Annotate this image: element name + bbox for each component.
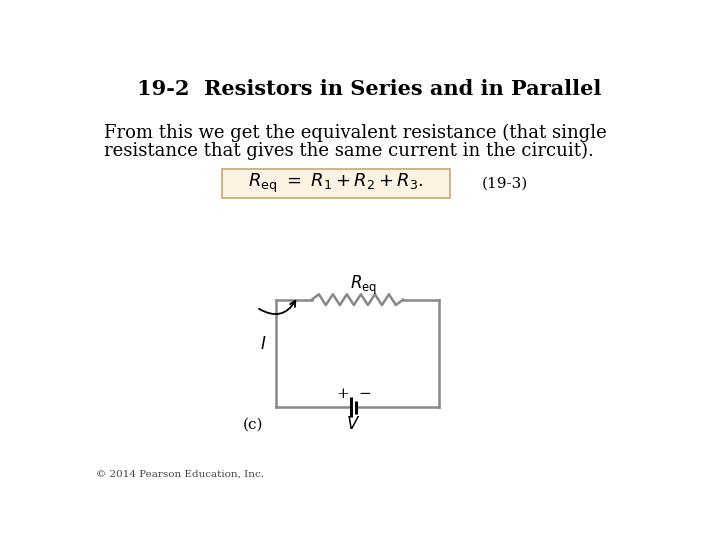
Text: $R_{\mathrm{eq}}\ =\ R_1 + R_2 + R_3.$: $R_{\mathrm{eq}}\ =\ R_1 + R_2 + R_3.$ (248, 172, 424, 195)
Text: From this we get the equivalent resistance (that single: From this we get the equivalent resistan… (104, 124, 607, 141)
Text: resistance that gives the same current in the circuit).: resistance that gives the same current i… (104, 142, 594, 160)
Text: +: + (336, 387, 348, 401)
Text: $I$: $I$ (261, 336, 267, 353)
Text: $R_{\mathrm{eq}}$: $R_{\mathrm{eq}}$ (350, 274, 377, 298)
Text: −: − (359, 387, 372, 401)
Text: © 2014 Pearson Education, Inc.: © 2014 Pearson Education, Inc. (96, 470, 264, 479)
Text: $V$: $V$ (346, 416, 361, 433)
Text: (19-3): (19-3) (482, 177, 528, 191)
Text: 19-2  Resistors in Series and in Parallel: 19-2 Resistors in Series and in Parallel (137, 79, 601, 99)
Bar (222, 168, 451, 198)
Text: (c): (c) (243, 417, 263, 431)
